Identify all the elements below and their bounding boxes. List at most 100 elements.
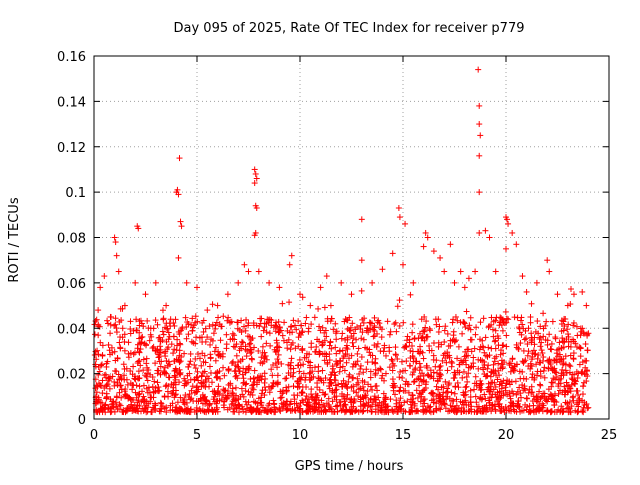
data-point (193, 334, 199, 340)
data-point (145, 377, 151, 383)
data-point (492, 339, 498, 345)
data-point (388, 329, 394, 335)
data-point (580, 391, 586, 397)
data-point (468, 315, 474, 321)
data-point (410, 321, 416, 327)
data-point (530, 403, 536, 409)
data-point (162, 393, 168, 399)
data-point (315, 306, 321, 312)
data-point (537, 343, 543, 349)
data-point (387, 332, 393, 338)
data-point (570, 395, 576, 401)
data-point (531, 347, 537, 353)
data-point (418, 364, 424, 370)
data-point (529, 389, 535, 395)
data-point (258, 334, 264, 340)
data-point (350, 340, 356, 346)
data-point (564, 326, 570, 332)
data-point (281, 319, 287, 325)
data-point (463, 384, 469, 390)
data-point (521, 358, 527, 364)
data-point (94, 389, 100, 395)
data-point (400, 320, 406, 326)
data-point (399, 375, 405, 381)
data-point (473, 324, 479, 330)
data-point (295, 318, 301, 324)
data-point (185, 364, 191, 370)
data-point (150, 384, 156, 390)
data-point (403, 378, 409, 384)
data-point (203, 339, 209, 345)
data-point (232, 344, 238, 350)
data-point (170, 350, 176, 356)
data-point (403, 358, 409, 364)
data-point (99, 353, 105, 359)
data-point (431, 340, 437, 346)
data-point (540, 310, 546, 316)
data-point (261, 328, 267, 334)
data-point (144, 318, 150, 324)
data-point (415, 395, 421, 401)
data-point (147, 338, 153, 344)
data-point (116, 340, 122, 346)
data-point (241, 375, 247, 381)
data-point (385, 318, 391, 324)
data-point (464, 374, 470, 380)
data-point (379, 334, 385, 340)
data-point (95, 332, 101, 338)
data-point (322, 304, 328, 310)
data-point (213, 358, 219, 364)
data-point (350, 375, 356, 381)
data-point (160, 307, 166, 313)
data-point (452, 391, 458, 397)
data-point (500, 328, 506, 334)
data-point (490, 362, 496, 368)
data-point (526, 325, 532, 331)
data-point (154, 367, 160, 373)
data-point (359, 354, 365, 360)
data-point (583, 341, 589, 347)
data-point (375, 341, 381, 347)
data-point (441, 339, 447, 345)
data-point (478, 319, 484, 325)
data-point (421, 356, 427, 362)
data-point (239, 339, 245, 345)
data-point (262, 380, 268, 386)
data-point (208, 355, 214, 361)
data-point (130, 364, 136, 370)
data-point (503, 344, 509, 350)
data-point (220, 365, 226, 371)
data-point (396, 374, 402, 380)
data-point (165, 394, 171, 400)
data-point (565, 321, 571, 327)
data-point (215, 383, 221, 389)
data-point (243, 347, 249, 353)
data-points (92, 67, 592, 416)
data-point (522, 337, 528, 343)
data-point (391, 321, 397, 327)
data-point (288, 346, 294, 352)
data-point (275, 344, 281, 350)
data-point (456, 344, 462, 350)
data-point (207, 342, 213, 348)
data-point (155, 384, 161, 390)
data-point (299, 389, 305, 395)
data-point (127, 318, 133, 324)
data-point (215, 315, 221, 321)
data-point (464, 309, 470, 315)
data-point (209, 379, 215, 385)
data-point (527, 314, 533, 320)
data-point (378, 367, 384, 373)
data-point (191, 362, 197, 368)
data-point (92, 331, 98, 337)
data-point (451, 375, 457, 381)
data-point (349, 375, 355, 381)
data-point (524, 341, 530, 347)
data-point (300, 294, 306, 300)
data-point (283, 375, 289, 381)
data-point (113, 315, 119, 321)
data-point (354, 351, 360, 357)
data-point (282, 376, 288, 382)
data-point (493, 328, 499, 334)
